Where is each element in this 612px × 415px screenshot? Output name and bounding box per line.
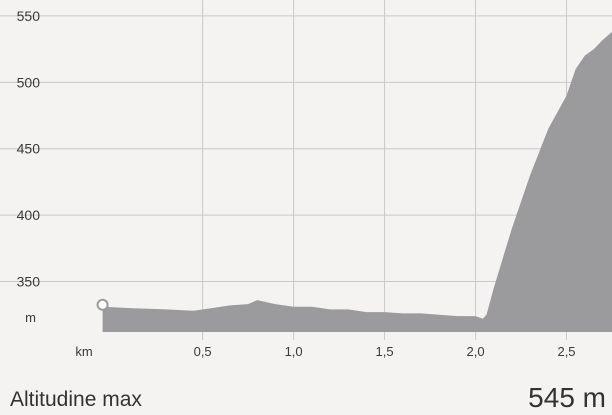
area-layer: [102, 31, 612, 333]
max-altitude-label: Altitudine max: [10, 388, 142, 411]
elevation-area: [102, 31, 612, 333]
y-tick-label: 550: [17, 8, 41, 24]
x-unit-label: km: [75, 344, 92, 359]
y-tick-label: 350: [17, 274, 41, 290]
start-marker: [96, 298, 109, 311]
y-unit-label: m: [25, 310, 36, 325]
x-tick-labels: 0,5 1,0 1,5 2,0 2,5: [194, 344, 576, 359]
y-tick-label: 500: [17, 74, 41, 90]
y-tick-label: 450: [17, 141, 41, 157]
x-tick-label: 1,0: [285, 344, 303, 359]
y-tick-labels: 550 500 450 400 350: [17, 8, 41, 290]
x-tick-label: 2,0: [467, 344, 485, 359]
x-tick-label: 0,5: [194, 344, 212, 359]
max-altitude-value: 545 m: [528, 382, 606, 413]
x-tick-label: 1,5: [376, 344, 394, 359]
x-tick-label: 2,5: [557, 344, 575, 359]
y-tick-label: 400: [17, 207, 41, 223]
